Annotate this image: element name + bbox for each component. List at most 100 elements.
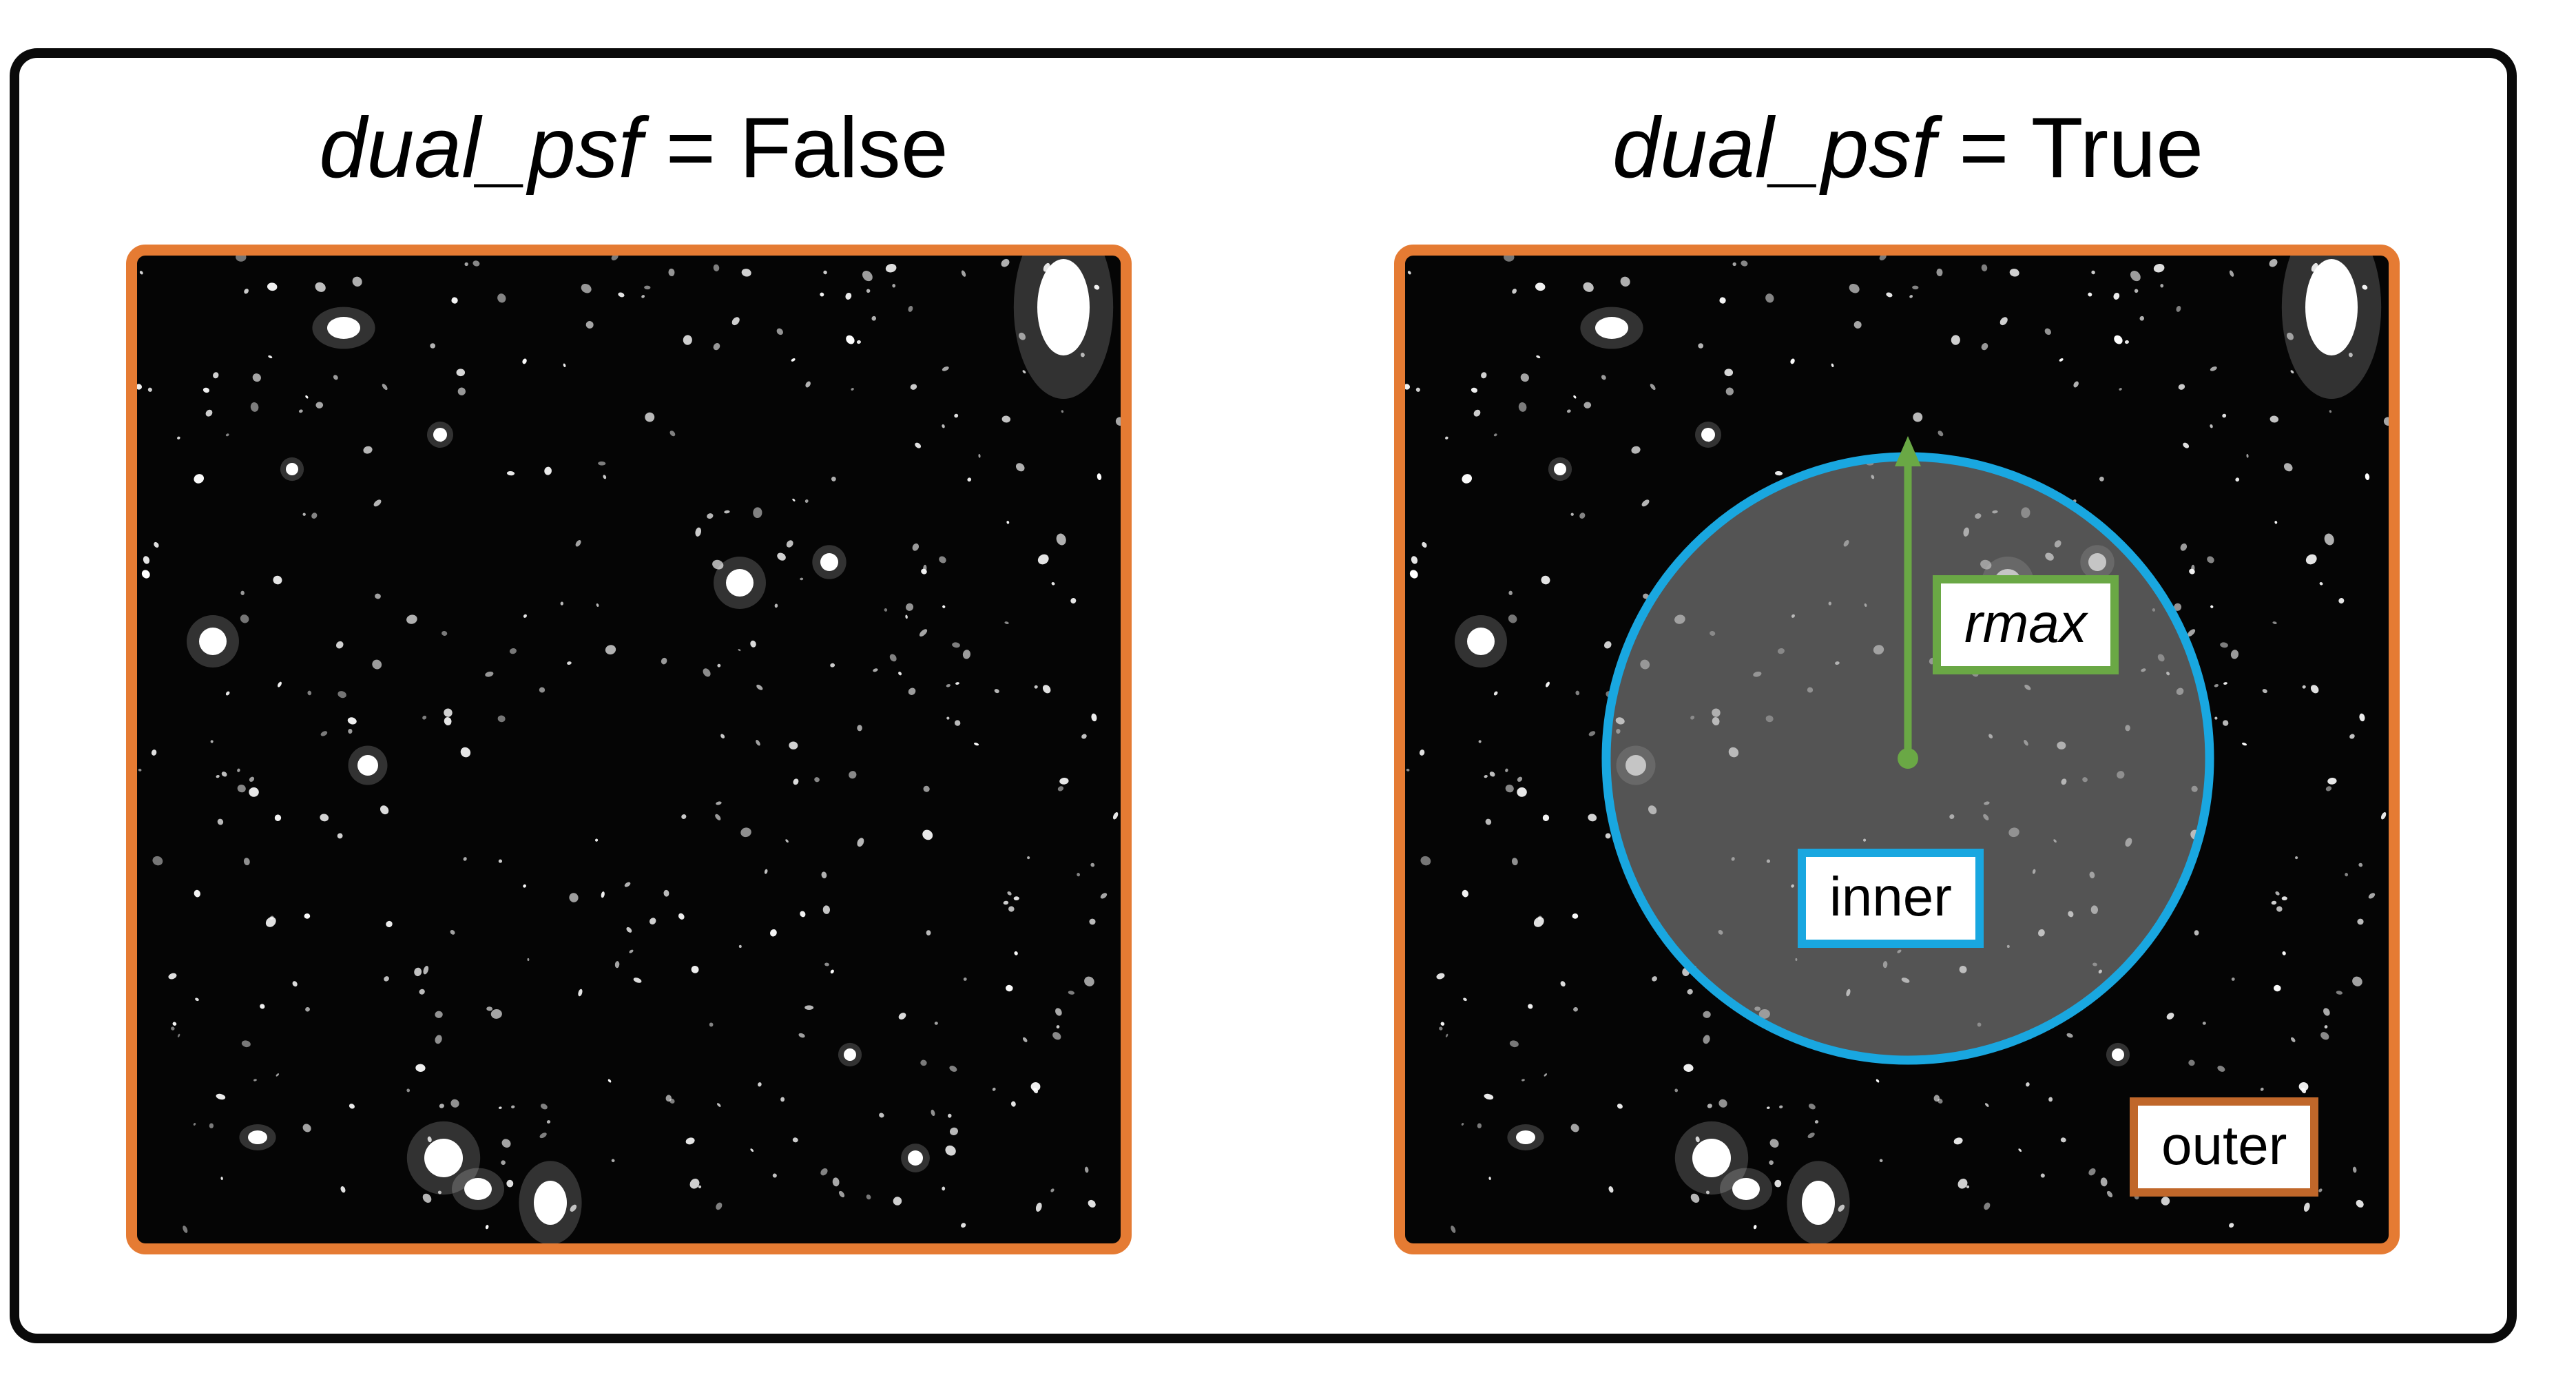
star-source — [1050, 1188, 1055, 1192]
star-source — [560, 601, 563, 606]
star-source — [758, 1082, 762, 1087]
star-source — [764, 869, 768, 874]
star-source — [1422, 541, 1427, 548]
star-source — [821, 871, 827, 879]
star-source — [2260, 1087, 2264, 1091]
star-source — [2178, 384, 2185, 390]
star-source — [922, 829, 933, 840]
star-source — [1560, 981, 1566, 987]
star-source — [209, 1123, 214, 1128]
star-source — [2324, 1025, 2328, 1028]
star-source — [1984, 1202, 1991, 1210]
star-source — [237, 768, 240, 772]
star-source — [277, 681, 282, 687]
star-source — [1687, 989, 1693, 995]
star-source — [523, 614, 527, 618]
star-source — [2325, 786, 2332, 792]
star-source — [1528, 1004, 1533, 1009]
star-source — [406, 1088, 411, 1093]
star-source — [490, 1009, 502, 1019]
bright-source — [1037, 259, 1090, 355]
title-left-keyword: dual_psf — [319, 101, 643, 196]
star-source — [1732, 262, 1736, 267]
star-source — [522, 358, 527, 364]
star-source — [967, 477, 972, 482]
star-source — [2106, 1190, 2113, 1198]
outer-label: outer — [2130, 1097, 2319, 1197]
star-source — [641, 295, 645, 298]
star-source — [2359, 713, 2365, 722]
star-source — [382, 384, 388, 391]
star-source — [2305, 554, 2317, 565]
bright-source — [908, 1150, 923, 1166]
star-source — [1588, 814, 1597, 822]
star-source — [713, 264, 720, 271]
star-source — [315, 282, 326, 292]
star-source — [770, 929, 777, 937]
bright-source — [327, 317, 360, 339]
bright-source — [2112, 1048, 2124, 1061]
star-source — [2380, 811, 2387, 820]
star-source — [756, 684, 763, 690]
star-source — [183, 1225, 188, 1233]
star-source — [915, 442, 922, 448]
star-source — [1094, 285, 1100, 290]
star-source — [1541, 575, 1550, 585]
star-source — [691, 965, 699, 973]
star-source — [1080, 352, 1085, 358]
star-source — [1461, 1123, 1464, 1126]
star-source — [333, 375, 338, 380]
star-source — [2191, 564, 2195, 572]
star-source — [873, 668, 878, 672]
star-source — [1068, 991, 1075, 995]
star-source — [2310, 685, 2319, 694]
star-source — [2099, 476, 2104, 482]
star-source — [611, 1159, 615, 1163]
star-source — [1508, 590, 1513, 595]
rmax-arrow-origin-dot — [1898, 748, 1918, 769]
star-source — [2356, 1199, 2364, 1208]
star-source — [805, 381, 811, 388]
star-source — [934, 1022, 938, 1025]
star-source — [683, 335, 692, 345]
star-source — [774, 603, 778, 608]
star-source — [540, 1104, 548, 1110]
star-source — [611, 256, 619, 260]
star-source — [237, 785, 246, 793]
star-source — [2357, 918, 2364, 925]
star-source — [785, 839, 789, 843]
star-source — [1052, 1032, 1061, 1040]
star-source — [1650, 384, 1656, 391]
star-source — [1006, 984, 1013, 992]
star-source — [450, 1099, 459, 1108]
star-source — [463, 857, 467, 861]
star-source — [2298, 1082, 2309, 1091]
star-source — [414, 967, 422, 977]
bright-source — [199, 628, 227, 655]
star-source — [663, 889, 669, 897]
star-source — [1405, 384, 1410, 390]
star-source — [595, 838, 599, 842]
star-source — [2040, 1173, 2045, 1178]
star-source — [1409, 570, 1418, 579]
star-source — [879, 1113, 884, 1118]
title-left-suffix: = False — [642, 101, 948, 196]
star-source — [1575, 690, 1580, 696]
star-source — [497, 715, 506, 723]
star-source — [2262, 689, 2267, 694]
star-source — [629, 949, 634, 953]
star-source — [1471, 387, 1478, 393]
star-source — [2210, 605, 2214, 608]
star-source — [2295, 856, 2298, 860]
star-source — [202, 387, 210, 393]
star-source — [814, 777, 820, 783]
star-source — [305, 1007, 310, 1012]
star-source — [305, 395, 309, 399]
star-source — [624, 882, 631, 887]
star-source — [898, 672, 902, 676]
star-source — [373, 499, 382, 507]
star-source — [419, 989, 425, 995]
star-source — [1030, 1082, 1041, 1091]
star-source — [171, 1026, 175, 1031]
star-source — [298, 409, 303, 413]
